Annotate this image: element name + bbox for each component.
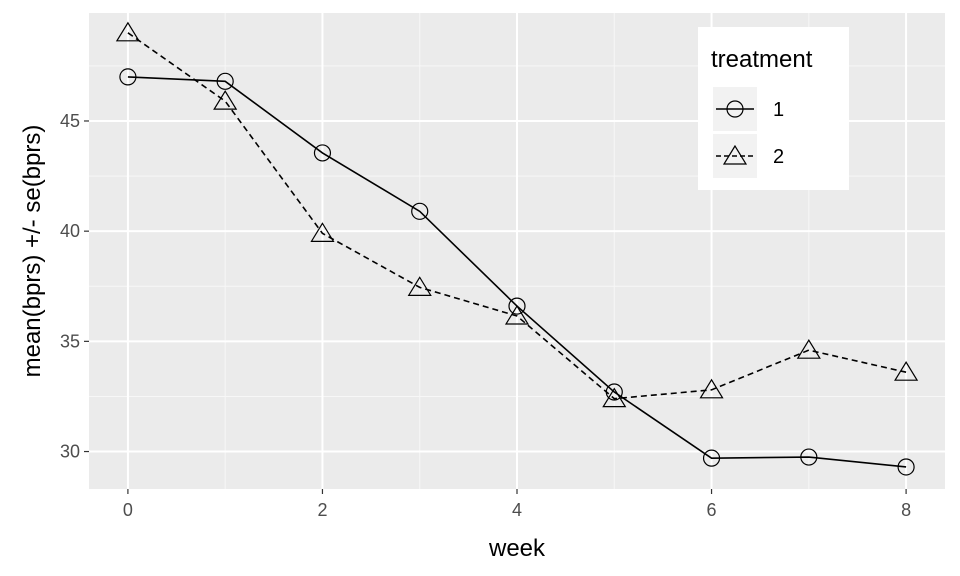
series-layer — [115, 21, 919, 476]
x-tick-label: 6 — [707, 500, 717, 520]
grid-major — [89, 13, 945, 489]
series-2-point — [407, 276, 432, 296]
y-axis-title: mean(bprs) +/- se(bprs) — [19, 125, 46, 378]
series-2-point — [310, 222, 335, 242]
series-line-2 — [127, 32, 907, 400]
legend-label-1: 1 — [773, 99, 784, 121]
series-2-point — [699, 378, 724, 399]
series-2-point — [213, 89, 238, 110]
x-tick-label: 4 — [512, 500, 522, 520]
x-axis-title: week — [488, 535, 546, 562]
legend-label-2: 2 — [773, 146, 784, 168]
series-1-point — [313, 144, 332, 162]
series-2-point — [796, 339, 821, 359]
series-1-point — [508, 297, 526, 315]
series-1-point — [411, 202, 429, 220]
axis-ticks: 0 2 4 6 8 30 35 40 45 — [60, 111, 911, 520]
x-tick-label: 8 — [901, 500, 911, 520]
y-tick-label: 40 — [60, 221, 80, 241]
series-1-point — [800, 448, 818, 466]
legend-key-marker-2 — [722, 144, 748, 165]
x-tick-label: 2 — [317, 500, 327, 520]
legend-title: treatment — [711, 46, 813, 73]
y-tick-label: 30 — [60, 442, 80, 462]
series-1-point — [216, 72, 234, 90]
series-1-point — [897, 458, 915, 476]
series-1-point — [119, 68, 137, 86]
series-2-point — [602, 387, 627, 408]
series-1-point — [702, 449, 721, 467]
series-2-point — [504, 304, 530, 325]
series-2-point — [115, 21, 140, 42]
series-2-point — [894, 361, 919, 381]
y-tick-label: 45 — [60, 111, 80, 131]
y-tick-label: 35 — [60, 331, 80, 351]
legend-key-marker-1 — [726, 100, 744, 118]
legend: treatment 1 2 — [698, 27, 849, 190]
x-tick-label: 0 — [123, 500, 133, 520]
